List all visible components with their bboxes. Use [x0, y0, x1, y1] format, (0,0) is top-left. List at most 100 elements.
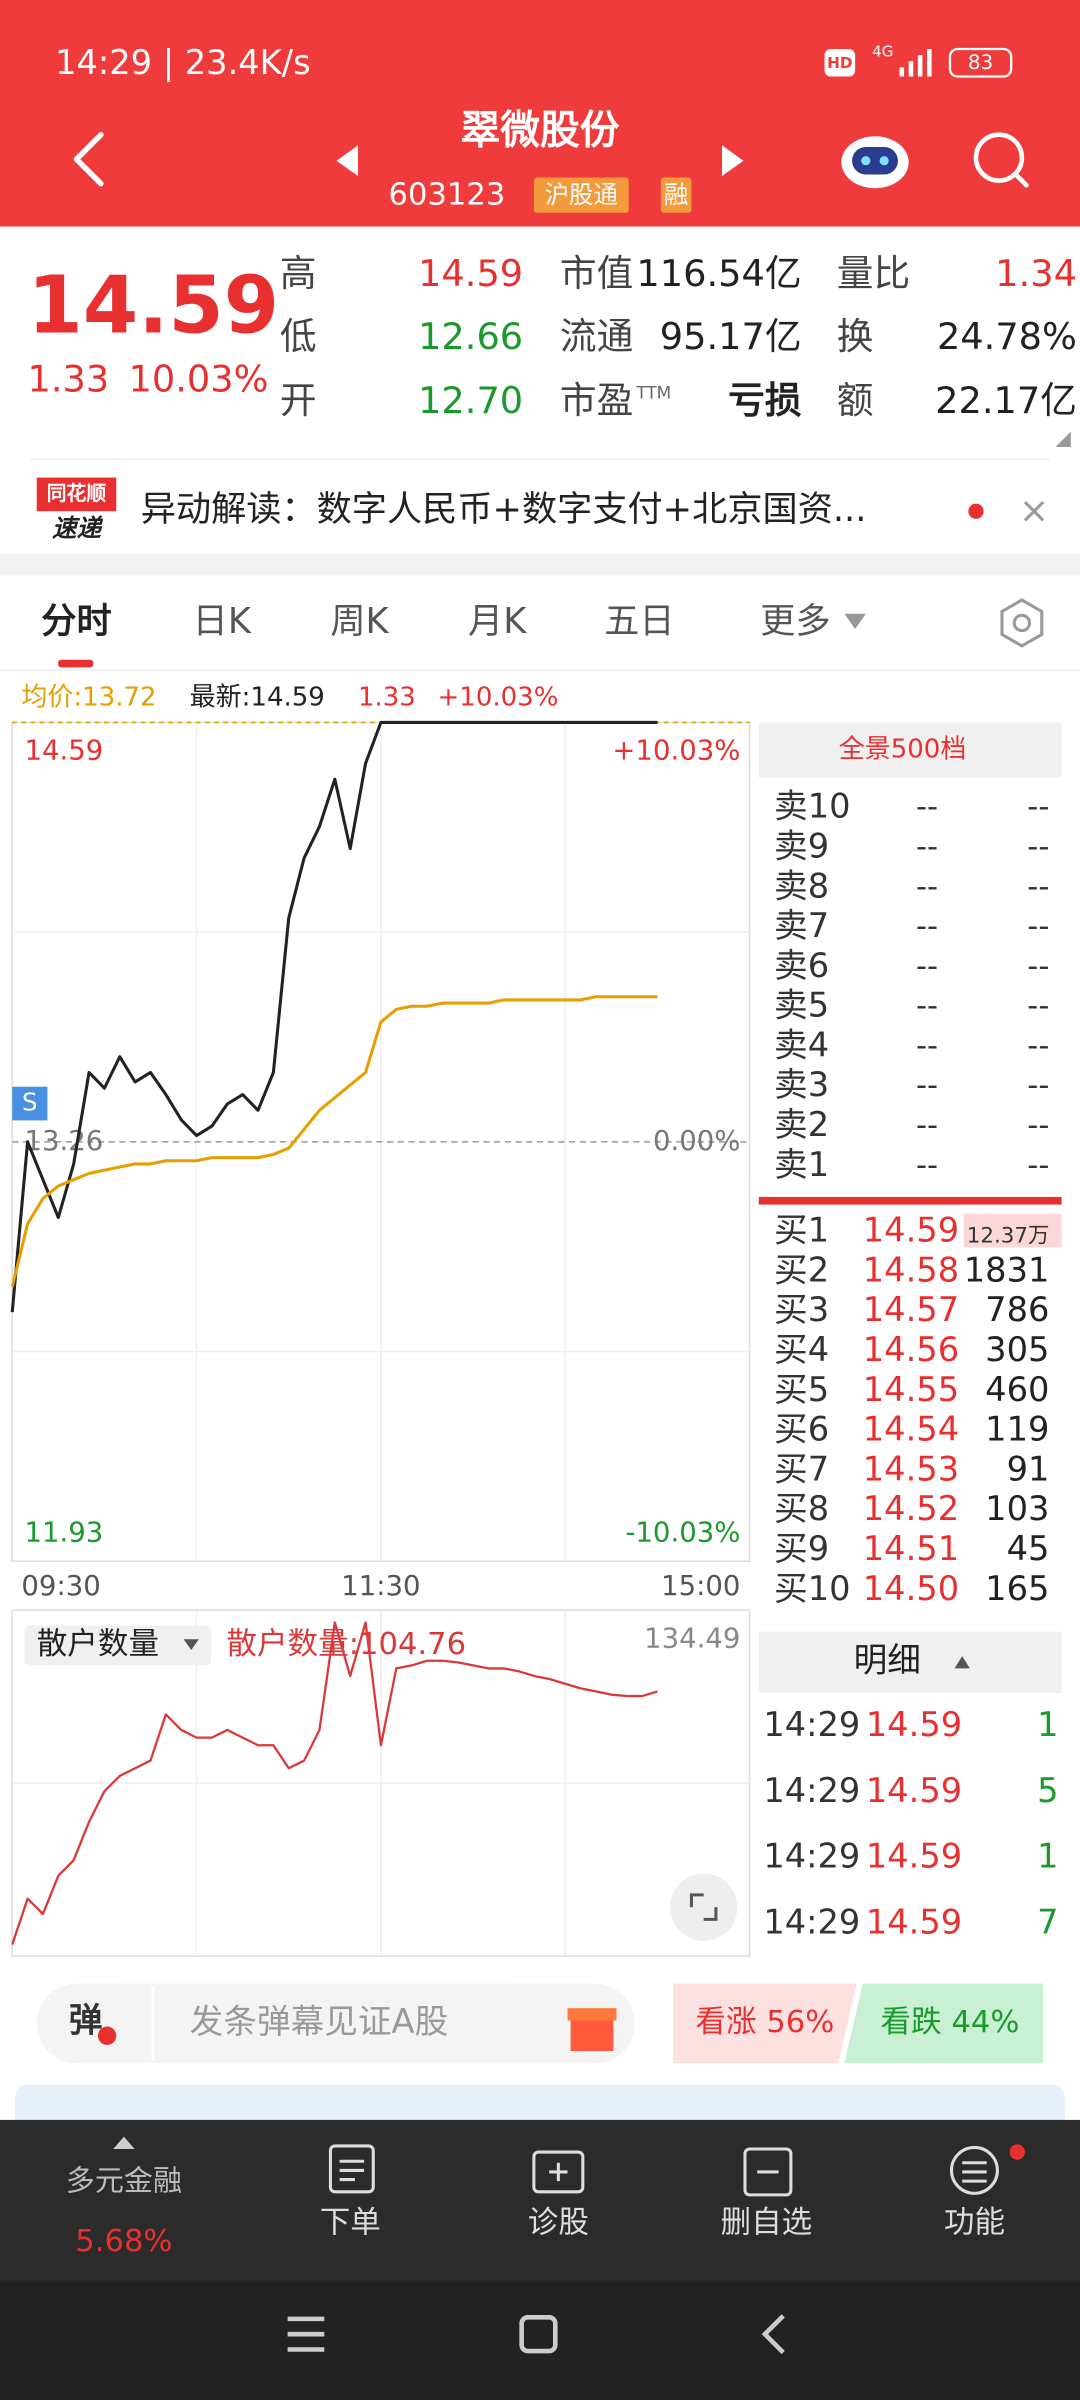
order-book-header[interactable]: [758, 722, 1062, 778]
bid-label: 买3: [774, 1290, 829, 1329]
bid-label: 买4: [774, 1330, 829, 1369]
y-tick-label: 11.93: [24, 1517, 103, 1549]
indicator-select[interactable]: [24, 1625, 212, 1666]
bid-volume: 165: [985, 1569, 1049, 1608]
field-value: 亏损: [728, 379, 802, 422]
field-value: 116.54亿: [636, 252, 801, 295]
ask-label: 卖6: [774, 946, 829, 985]
bottom-nav: [0, 2119, 1080, 2289]
chart-change-pct: +10.03%: [438, 682, 559, 712]
chart-settings[interactable]: [1000, 598, 1044, 648]
price-change: 1.33: [28, 358, 110, 401]
fullscreen-icon: [689, 1893, 718, 1921]
ask-volume: --: [1027, 790, 1049, 825]
bid-volume: 786: [985, 1290, 1049, 1329]
ask-price: --: [916, 1028, 938, 1063]
tab[interactable]: 日K: [193, 601, 252, 642]
retail-line: [11, 1621, 658, 1946]
news-logo-top: [36, 477, 117, 512]
field-label: 额: [837, 379, 874, 422]
back-key[interactable]: [761, 2314, 785, 2355]
home-key[interactable]: [519, 2315, 558, 2354]
expand-corner[interactable]: [1055, 431, 1071, 447]
tab[interactable]: 更多: [760, 601, 830, 642]
fullscreen-button[interactable]: [670, 1873, 738, 1941]
order-icon: [328, 2144, 375, 2194]
ask-price: --: [916, 949, 938, 984]
field-value: 22.17亿: [935, 379, 1077, 422]
signal-icon: [899, 48, 932, 77]
nav-item[interactable]: 下单: [320, 2205, 381, 2240]
nav-item[interactable]: 删自选: [721, 2205, 813, 2240]
stock-code: 603123: [389, 177, 506, 212]
field-value: 14.59: [418, 252, 523, 295]
next-stock[interactable]: [722, 145, 744, 177]
trade-volume: 7: [1037, 1902, 1058, 1941]
search-button[interactable]: [973, 132, 1029, 188]
gift-lid: [567, 2008, 617, 2021]
price-change-pct: 10.03%: [128, 358, 268, 401]
news-text[interactable]: 异动解读：数字人民币+数字支付+北京国资...: [141, 489, 867, 530]
tab[interactable]: 周K: [330, 601, 389, 642]
field-value: 95.17亿: [660, 315, 802, 358]
ask-label: 卖9: [774, 826, 829, 865]
trade-volume: 5: [1037, 1771, 1058, 1810]
bid-label: 买6: [774, 1410, 829, 1449]
avg-price: 均价:13.72: [21, 682, 156, 712]
nav-item[interactable]: 诊股: [528, 2205, 589, 2240]
bid-volume: 1831: [964, 1250, 1050, 1289]
bear-button[interactable]: [844, 1983, 1044, 2064]
chart-settings-dot: [1012, 613, 1032, 633]
ask-volume: --: [1027, 1148, 1049, 1183]
bid-volume: 305: [985, 1330, 1049, 1369]
field-label: 市盈: [560, 379, 633, 422]
bull-button[interactable]: [673, 1983, 857, 2064]
tab[interactable]: 分时: [41, 601, 111, 642]
bid-label: 买2: [774, 1250, 829, 1289]
sector-name[interactable]: 多元金融: [66, 2164, 182, 2198]
back-button[interactable]: [73, 132, 104, 187]
trade-time: 14:29: [763, 1837, 860, 1876]
x-tick-label: 09:30: [21, 1570, 100, 1602]
unread-dot: [968, 503, 984, 519]
last-price: 14.59: [28, 259, 280, 352]
indicator-label: 散户数量: [37, 1627, 159, 1662]
ask-label: 卖7: [774, 906, 829, 945]
trade-price: 14.59: [866, 1705, 962, 1744]
detail-header[interactable]: [758, 1631, 1062, 1693]
bid-volume: 103: [985, 1489, 1049, 1528]
menu-key[interactable]: [287, 2316, 325, 2352]
bid-volume: 45: [1007, 1529, 1050, 1568]
bid-price: 14.54: [863, 1410, 959, 1449]
tab[interactable]: 月K: [468, 601, 527, 642]
comment-placeholder: 发条弹幕见证A股: [190, 2002, 449, 2041]
comment-icon-badge: [97, 2026, 117, 2045]
field-label: 流通: [560, 315, 633, 358]
bid-price: 14.55: [863, 1370, 959, 1409]
bid-volume: 460: [985, 1370, 1049, 1409]
y2-tick-label: 0.00%: [653, 1125, 740, 1157]
network-label: 4G: [872, 43, 894, 61]
ask-volume: --: [1027, 1028, 1049, 1063]
bid-label: 买8: [774, 1489, 829, 1528]
prev-stock[interactable]: [336, 145, 358, 177]
field-label: 量比: [837, 252, 910, 295]
assistant-button[interactable]: [841, 136, 909, 189]
ask-volume: --: [1027, 829, 1049, 864]
bid-price: 14.51: [863, 1529, 959, 1568]
gift-icon[interactable]: [570, 2017, 614, 2052]
signal-marker[interactable]: [12, 1086, 48, 1121]
y-tick-label: 14.59: [24, 735, 103, 767]
trade-volume: 1: [1037, 1837, 1058, 1876]
y-tick-label: 13.26: [24, 1125, 103, 1157]
close-button[interactable]: [1023, 500, 1045, 522]
ask-price: --: [916, 909, 938, 944]
trade-volume: 1: [1037, 1705, 1058, 1744]
comment-input[interactable]: [36, 1983, 635, 2064]
ask-price: --: [916, 1148, 938, 1183]
nav-item[interactable]: 功能: [944, 2205, 1005, 2240]
battery-level: 83: [968, 51, 993, 74]
bid-volume: 91: [1007, 1449, 1050, 1488]
tab[interactable]: 五日: [604, 601, 674, 642]
